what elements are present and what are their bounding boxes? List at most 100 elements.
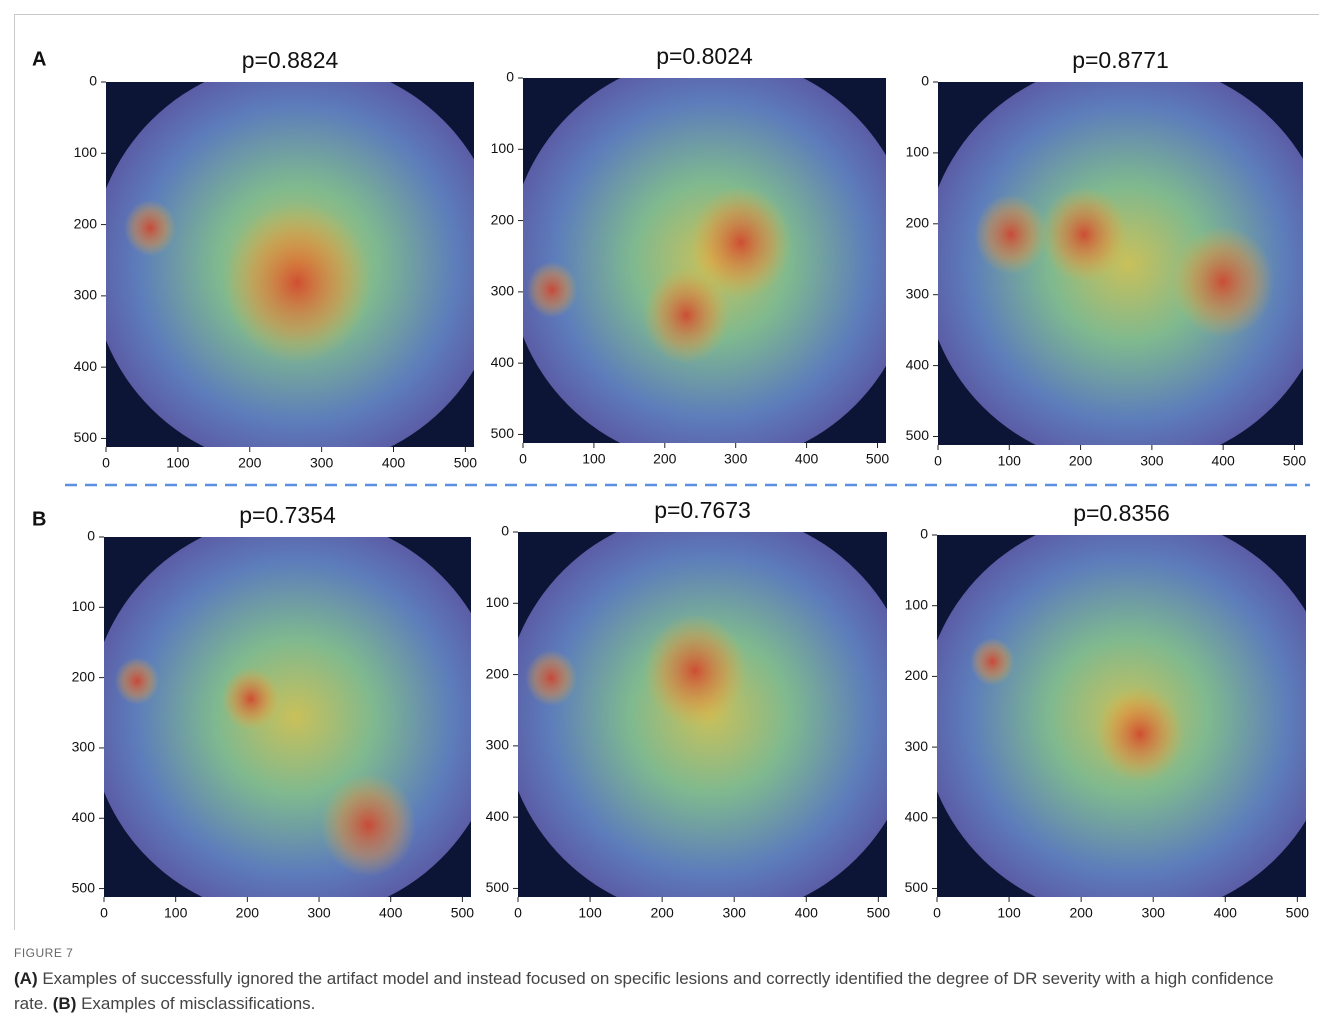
y-tick-label: 500 bbox=[905, 879, 929, 895]
y-tick-label: 400 bbox=[74, 358, 98, 374]
y-tick-label: 300 bbox=[72, 739, 96, 755]
x-tick-label: 500 bbox=[454, 455, 478, 471]
heatmap-image bbox=[89, 515, 500, 918]
x-tick-label: 400 bbox=[1214, 905, 1238, 921]
x-tick-label: 300 bbox=[307, 905, 331, 921]
y-tick-label: 300 bbox=[906, 285, 930, 301]
x-tick-label: 400 bbox=[1211, 453, 1235, 469]
y-tick-label: 500 bbox=[491, 425, 515, 441]
hotspot bbox=[221, 667, 280, 730]
caption-text: (A) Examples of successfully ignored the… bbox=[14, 966, 1310, 1016]
hotspot bbox=[224, 202, 371, 363]
y-tick-label: 100 bbox=[491, 140, 515, 156]
subplot-title: p=0.8024 bbox=[656, 43, 753, 69]
hotspot bbox=[643, 614, 746, 726]
caption: FIGURE 7 (A) Examples of successfully ig… bbox=[14, 946, 1310, 1016]
caption-part-label: (B) bbox=[53, 994, 77, 1013]
caption-part-label: (A) bbox=[14, 969, 38, 988]
subplot-title: p=0.8356 bbox=[1073, 500, 1170, 526]
x-tick-label: 400 bbox=[379, 905, 403, 921]
y-tick-label: 200 bbox=[905, 667, 929, 683]
hotspot bbox=[525, 650, 577, 706]
hotspot bbox=[115, 657, 159, 705]
fundus bbox=[89, 515, 500, 918]
hotspot bbox=[643, 267, 730, 363]
y-tick-label: 0 bbox=[920, 526, 928, 542]
y-tick-label: 400 bbox=[905, 809, 929, 825]
y-tick-label: 400 bbox=[491, 354, 515, 370]
x-tick-label: 500 bbox=[1283, 453, 1307, 469]
subplot-title: p=0.7673 bbox=[654, 497, 751, 523]
x-tick-label: 300 bbox=[1142, 905, 1166, 921]
x-tick-label: 500 bbox=[1286, 905, 1310, 921]
x-tick-label: 200 bbox=[1069, 905, 1093, 921]
y-tick-label: 300 bbox=[74, 287, 98, 303]
x-tick-label: 0 bbox=[519, 451, 527, 467]
hotspot bbox=[321, 774, 416, 877]
x-tick-label: 500 bbox=[867, 905, 891, 921]
x-tick-label: 100 bbox=[578, 905, 602, 921]
y-tick-label: 500 bbox=[486, 879, 510, 895]
y-tick-label: 0 bbox=[87, 528, 95, 544]
y-tick-label: 0 bbox=[506, 69, 514, 85]
panel-label: A bbox=[32, 48, 46, 70]
x-tick-label: 300 bbox=[310, 455, 334, 471]
caption-part-text: Examples of misclassifications. bbox=[76, 994, 315, 1013]
subplot: p=0.802401002003004005000100200300400500 bbox=[491, 43, 915, 467]
x-tick-label: 300 bbox=[724, 451, 748, 467]
x-tick-label: 100 bbox=[164, 905, 188, 921]
y-tick-label: 300 bbox=[491, 283, 515, 299]
heatmap-image bbox=[91, 60, 503, 469]
hotspot bbox=[1040, 187, 1128, 283]
heatmap-image bbox=[922, 513, 1320, 918]
subplot-title: p=0.8771 bbox=[1072, 47, 1169, 73]
y-tick-label: 100 bbox=[906, 144, 930, 160]
y-tick-label: 200 bbox=[906, 215, 930, 231]
x-tick-label: 400 bbox=[795, 451, 819, 467]
x-tick-label: 100 bbox=[998, 453, 1022, 469]
hotspot bbox=[527, 262, 578, 318]
x-tick-label: 0 bbox=[514, 905, 522, 921]
y-tick-label: 400 bbox=[486, 808, 510, 824]
x-tick-label: 200 bbox=[653, 451, 677, 467]
y-tick-label: 100 bbox=[74, 144, 98, 160]
panel-label: B bbox=[32, 508, 46, 530]
x-tick-label: 100 bbox=[166, 455, 190, 471]
y-tick-label: 300 bbox=[486, 737, 510, 753]
x-tick-label: 300 bbox=[1140, 453, 1164, 469]
x-tick-label: 100 bbox=[582, 451, 606, 467]
y-tick-label: 0 bbox=[501, 523, 509, 539]
x-tick-label: 300 bbox=[723, 905, 747, 921]
x-tick-label: 200 bbox=[1069, 453, 1093, 469]
page: {"figure": {"panels": [ {"label": "A", "… bbox=[0, 0, 1320, 1032]
subplot-title: p=0.7354 bbox=[239, 502, 336, 528]
y-tick-label: 400 bbox=[72, 809, 96, 825]
x-tick-label: 200 bbox=[650, 905, 674, 921]
x-tick-label: 400 bbox=[382, 455, 406, 471]
hotspot bbox=[975, 195, 1048, 275]
x-tick-label: 200 bbox=[236, 905, 260, 921]
y-tick-label: 0 bbox=[921, 73, 929, 89]
y-tick-label: 300 bbox=[905, 738, 929, 754]
x-tick-label: 400 bbox=[795, 905, 819, 921]
x-tick-label: 500 bbox=[866, 451, 890, 467]
x-tick-label: 100 bbox=[997, 905, 1021, 921]
y-tick-label: 500 bbox=[72, 879, 96, 895]
y-tick-label: 400 bbox=[906, 356, 930, 372]
heatmap-image bbox=[503, 510, 916, 919]
subplot-title: p=0.8824 bbox=[242, 47, 339, 73]
subplot: p=0.835601002003004005000100200300400500 bbox=[905, 500, 1320, 921]
y-tick-label: 100 bbox=[486, 594, 510, 610]
x-tick-label: 0 bbox=[102, 455, 110, 471]
x-tick-label: 0 bbox=[100, 905, 108, 921]
hotspot bbox=[124, 200, 176, 256]
y-tick-label: 200 bbox=[491, 211, 515, 227]
y-tick-label: 100 bbox=[905, 596, 929, 612]
hotspot bbox=[1172, 226, 1274, 338]
y-tick-label: 200 bbox=[74, 215, 98, 231]
